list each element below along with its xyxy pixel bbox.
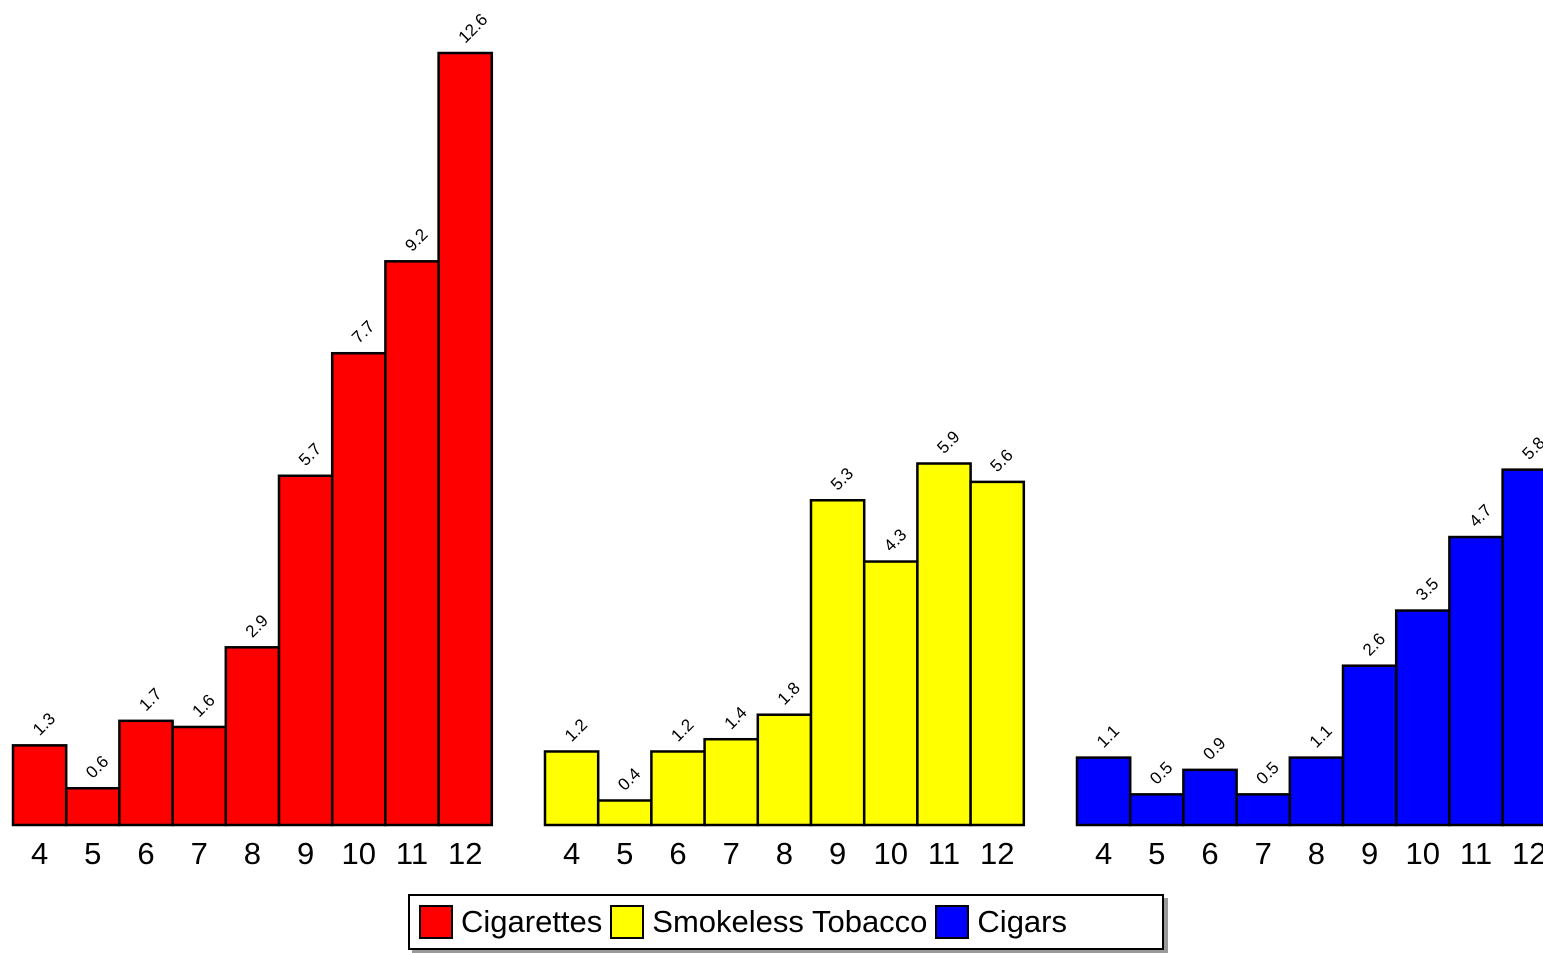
data-label-cigarettes-4: 1.3 bbox=[29, 709, 59, 739]
x-tick-label-smokeless-tobacco-4: 4 bbox=[563, 836, 580, 871]
legend-swatch-cigarettes bbox=[419, 905, 453, 939]
legend-item-cigars: Cigars bbox=[935, 904, 1067, 940]
data-label-cigarettes-10: 7.7 bbox=[348, 317, 378, 347]
bar-smokeless-tobacco-7 bbox=[705, 739, 758, 825]
x-tick-label-cigars-4: 4 bbox=[1095, 836, 1112, 871]
bar-cigars-10 bbox=[1396, 611, 1449, 825]
bar-smokeless-tobacco-12 bbox=[971, 482, 1024, 825]
data-label-cigars-7: 0.5 bbox=[1253, 758, 1283, 788]
bar-cigars-7 bbox=[1237, 794, 1290, 825]
x-tick-label-cigars-6: 6 bbox=[1201, 836, 1218, 871]
bar-cigars-12 bbox=[1503, 470, 1543, 825]
data-label-cigars-6: 0.9 bbox=[1199, 734, 1229, 764]
x-tick-label-smokeless-tobacco-11: 11 bbox=[928, 836, 960, 871]
x-tick-label-smokeless-tobacco-7: 7 bbox=[723, 836, 740, 871]
x-tick-label-cigarettes-7: 7 bbox=[191, 836, 208, 871]
bar-cigarettes-5 bbox=[66, 788, 119, 825]
x-tick-label-cigars-11: 11 bbox=[1460, 836, 1492, 871]
data-label-smokeless-tobacco-8: 1.8 bbox=[774, 678, 804, 708]
bar-cigarettes-4 bbox=[13, 745, 66, 825]
bar-group-cigars: 1.1 4 0.5 5 0.9 6 0.5 7 1.1 8 2.6 9 3.5 10 4.7 11 5.8 12 bbox=[1077, 433, 1543, 871]
data-label-cigarettes-7: 1.6 bbox=[189, 691, 219, 721]
bar-smokeless-tobacco-8 bbox=[758, 715, 811, 825]
x-tick-label-cigarettes-4: 4 bbox=[31, 836, 48, 871]
bar-smokeless-tobacco-10 bbox=[864, 562, 917, 825]
bar-cigarettes-9 bbox=[279, 476, 332, 825]
x-tick-label-smokeless-tobacco-6: 6 bbox=[669, 836, 686, 871]
bar-cigarettes-7 bbox=[173, 727, 226, 825]
legend-label-cigarettes: Cigarettes bbox=[461, 904, 602, 940]
legend-swatch-cigars bbox=[935, 905, 969, 939]
bar-cigarettes-6 bbox=[119, 721, 172, 825]
bar-cigarettes-11 bbox=[385, 261, 438, 825]
data-label-cigars-9: 2.6 bbox=[1359, 629, 1389, 659]
legend-label-cigars: Cigars bbox=[977, 904, 1067, 940]
x-tick-label-cigarettes-11: 11 bbox=[396, 836, 428, 871]
data-label-smokeless-tobacco-10: 4.3 bbox=[880, 525, 910, 555]
x-tick-label-cigars-9: 9 bbox=[1361, 836, 1378, 871]
bar-smokeless-tobacco-9 bbox=[811, 500, 864, 825]
data-label-cigars-11: 4.7 bbox=[1465, 501, 1495, 531]
data-label-cigarettes-8: 2.9 bbox=[242, 611, 272, 641]
x-tick-label-smokeless-tobacco-9: 9 bbox=[829, 836, 846, 871]
bar-smokeless-tobacco-5 bbox=[598, 800, 651, 825]
bar-smokeless-tobacco-11 bbox=[917, 464, 970, 825]
x-tick-label-cigars-7: 7 bbox=[1255, 836, 1272, 871]
x-tick-label-cigars-8: 8 bbox=[1308, 836, 1325, 871]
bar-cigarettes-12 bbox=[439, 53, 492, 825]
x-tick-label-smokeless-tobacco-8: 8 bbox=[776, 836, 793, 871]
bar-cigarettes-8 bbox=[226, 647, 279, 825]
data-label-smokeless-tobacco-7: 1.4 bbox=[721, 703, 751, 733]
x-tick-label-cigarettes-6: 6 bbox=[137, 836, 154, 871]
data-label-cigars-10: 3.5 bbox=[1412, 574, 1442, 604]
x-tick-label-cigarettes-9: 9 bbox=[297, 836, 314, 871]
data-label-smokeless-tobacco-4: 1.2 bbox=[561, 715, 591, 745]
bar-group-cigarettes: 1.3 4 0.6 5 1.7 6 1.6 7 2.9 8 5.7 9 7.7 10 9.2 11 12.6 12 bbox=[13, 10, 492, 871]
data-label-smokeless-tobacco-12: 5.6 bbox=[987, 446, 1017, 476]
bar-cigarettes-10 bbox=[332, 353, 385, 825]
x-tick-label-cigars-5: 5 bbox=[1148, 836, 1165, 871]
bar-cigars-9 bbox=[1343, 666, 1396, 825]
bar-cigars-6 bbox=[1183, 770, 1236, 825]
x-tick-label-cigars-10: 10 bbox=[1406, 836, 1440, 871]
data-label-cigars-12: 5.8 bbox=[1519, 433, 1543, 463]
data-label-cigars-4: 1.1 bbox=[1093, 721, 1123, 751]
x-tick-label-cigarettes-8: 8 bbox=[244, 836, 261, 871]
bar-cigars-8 bbox=[1290, 758, 1343, 825]
data-label-cigarettes-11: 9.2 bbox=[401, 225, 431, 255]
data-label-smokeless-tobacco-5: 0.4 bbox=[614, 764, 644, 794]
x-tick-label-cigarettes-12: 12 bbox=[448, 836, 482, 871]
bar-group-smokeless-tobacco: 1.2 4 0.4 5 1.2 6 1.4 7 1.8 8 5.3 9 4.3 10 5.9 11 5.6 12 bbox=[545, 427, 1024, 871]
x-tick-label-cigarettes-5: 5 bbox=[84, 836, 101, 871]
legend-item-smokeless-tobacco: Smokeless Tobacco bbox=[610, 904, 927, 940]
bar-cigars-4 bbox=[1077, 758, 1130, 825]
x-tick-label-smokeless-tobacco-10: 10 bbox=[874, 836, 908, 871]
data-label-cigarettes-6: 1.7 bbox=[135, 685, 165, 715]
data-label-smokeless-tobacco-11: 5.9 bbox=[933, 427, 963, 457]
x-tick-label-smokeless-tobacco-5: 5 bbox=[616, 836, 633, 871]
x-tick-label-cigars-12: 12 bbox=[1512, 836, 1543, 871]
bar-smokeless-tobacco-6 bbox=[651, 751, 704, 825]
legend-label-smokeless-tobacco: Smokeless Tobacco bbox=[652, 904, 927, 940]
bar-cigars-5 bbox=[1130, 794, 1183, 825]
data-label-cigarettes-12: 12.6 bbox=[455, 10, 492, 47]
data-label-cigarettes-5: 0.6 bbox=[82, 752, 112, 782]
data-label-smokeless-tobacco-6: 1.2 bbox=[667, 715, 697, 745]
bar-smokeless-tobacco-4 bbox=[545, 751, 598, 825]
data-label-cigars-5: 0.5 bbox=[1146, 758, 1176, 788]
data-label-smokeless-tobacco-9: 5.3 bbox=[827, 464, 857, 494]
data-label-cigarettes-9: 5.7 bbox=[295, 439, 325, 469]
x-tick-label-smokeless-tobacco-12: 12 bbox=[980, 836, 1014, 871]
data-label-cigars-8: 1.1 bbox=[1306, 721, 1336, 751]
x-tick-label-cigarettes-10: 10 bbox=[342, 836, 376, 871]
legend: Cigarettes Smokeless Tobacco Cigars bbox=[408, 894, 1164, 950]
bar-cigars-11 bbox=[1449, 537, 1502, 825]
legend-item-cigarettes: Cigarettes bbox=[419, 904, 602, 940]
legend-swatch-smokeless-tobacco bbox=[610, 905, 644, 939]
